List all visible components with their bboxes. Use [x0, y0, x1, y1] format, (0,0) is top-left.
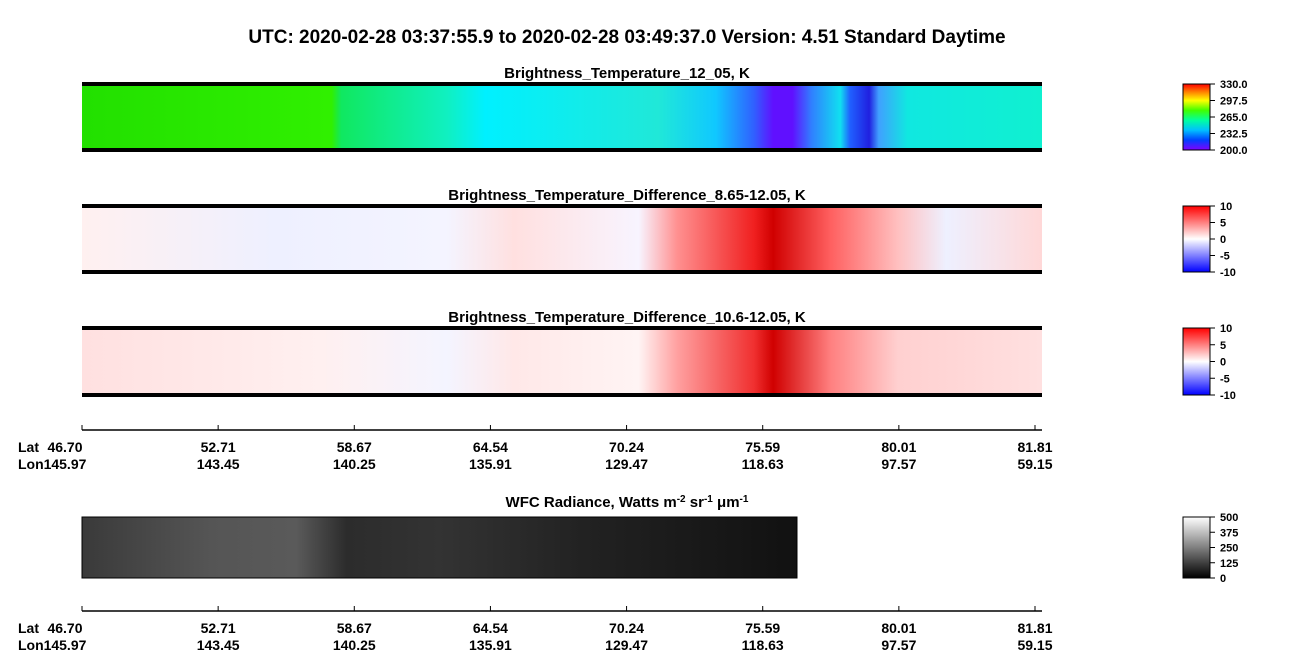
lon-label: Lon: [18, 637, 44, 653]
colorbar-label: 10: [1220, 323, 1232, 335]
lon-value: 140.25: [333, 456, 376, 472]
lat-value: 80.01: [881, 439, 916, 455]
title-part: -1: [740, 494, 749, 505]
page-title: UTC: 2020-02-28 03:37:55.9 to 2020-02-28…: [248, 27, 1005, 48]
colorbar-label: 0: [1220, 234, 1226, 246]
lon-value: 145.97: [44, 637, 87, 653]
lat-value: 46.70: [47, 620, 82, 636]
swath-image: [82, 206, 1042, 272]
lon-value: 59.15: [1017, 456, 1052, 472]
swath-edge: [82, 82, 1042, 86]
colorbar-label: 200.0: [1220, 145, 1248, 157]
lat-label: Lat: [18, 439, 39, 455]
lat-value: 52.71: [201, 439, 236, 455]
lat-value: 58.67: [337, 439, 372, 455]
lat-value: 75.59: [745, 620, 780, 636]
lat-label: Lat: [18, 620, 39, 636]
lon-value: 135.91: [469, 456, 512, 472]
colorbar: [1182, 516, 1211, 579]
lon-value: 140.25: [333, 637, 376, 653]
colorbar-label: -10: [1220, 390, 1236, 402]
colorbar: [1182, 205, 1211, 273]
lat-value: 70.24: [609, 620, 644, 636]
lat-value: 81.81: [1017, 620, 1052, 636]
swath-image: [82, 84, 1042, 150]
colorbar-label: 250: [1220, 543, 1238, 555]
colorbar-label: 500: [1220, 512, 1238, 524]
colorbar-label: 265.0: [1220, 112, 1248, 124]
colorbar: [1182, 327, 1211, 396]
panel-title: Brightness_Temperature_Difference_10.6-1…: [448, 309, 806, 326]
lat-value: 81.81: [1017, 439, 1052, 455]
lat-value: 52.71: [201, 620, 236, 636]
title-part: μm: [713, 494, 740, 511]
lat-value: 70.24: [609, 439, 644, 455]
lon-value: 97.57: [881, 637, 916, 653]
wfc-image: [81, 516, 798, 579]
lon-value: 145.97: [44, 456, 87, 472]
swath-image: [82, 328, 1042, 395]
panel-title: WFC Radiance, Watts m-2 sr-1 μm-1: [506, 494, 749, 512]
lon-value: 97.57: [881, 456, 916, 472]
swath-edge: [82, 393, 1042, 397]
colorbar-label: 330.0: [1220, 79, 1248, 91]
lon-value: 129.47: [605, 637, 648, 653]
swath-edge: [82, 326, 1042, 330]
colorbar-label: -5: [1220, 251, 1230, 263]
lon-value: 143.45: [197, 456, 240, 472]
colorbar-label: 5: [1220, 340, 1226, 352]
colorbar-label: 0: [1220, 357, 1226, 369]
title-part: -2: [677, 494, 686, 505]
lat-value: 46.70: [47, 439, 82, 455]
lon-label: Lon: [18, 456, 44, 472]
title-part: sr: [686, 494, 705, 511]
colorbar-label: -10: [1220, 267, 1236, 279]
lon-value: 129.47: [605, 456, 648, 472]
lon-value: 118.63: [742, 456, 784, 472]
lat-value: 75.59: [745, 439, 780, 455]
lat-value: 64.54: [473, 620, 508, 636]
colorbar-label: 375: [1220, 527, 1238, 539]
panel-title: Brightness_Temperature_12_05, K: [504, 65, 750, 82]
lon-value: 135.91: [469, 637, 512, 653]
panel-title: Brightness_Temperature_Difference_8.65-1…: [448, 187, 806, 204]
lat-value: 58.67: [337, 620, 372, 636]
swath-edge: [82, 204, 1042, 208]
colorbar: [1182, 83, 1211, 151]
title-part: WFC Radiance, Watts m: [506, 494, 677, 511]
colorbar-label: 232.5: [1220, 129, 1248, 141]
colorbar-label: 0: [1220, 573, 1226, 585]
lat-value: 64.54: [473, 439, 508, 455]
title-part: -1: [704, 494, 713, 505]
swath-edge: [82, 270, 1042, 274]
lon-value: 118.63: [742, 637, 784, 653]
lon-value: 59.15: [1017, 637, 1052, 653]
colorbar-label: 5: [1220, 218, 1226, 230]
colorbar-label: -5: [1220, 373, 1230, 385]
swath-edge: [82, 148, 1042, 152]
lat-value: 80.01: [881, 620, 916, 636]
lon-value: 143.45: [197, 637, 240, 653]
colorbar-label: 297.5: [1220, 96, 1248, 108]
colorbar-label: 10: [1220, 201, 1232, 213]
colorbar-label: 125: [1220, 558, 1238, 570]
